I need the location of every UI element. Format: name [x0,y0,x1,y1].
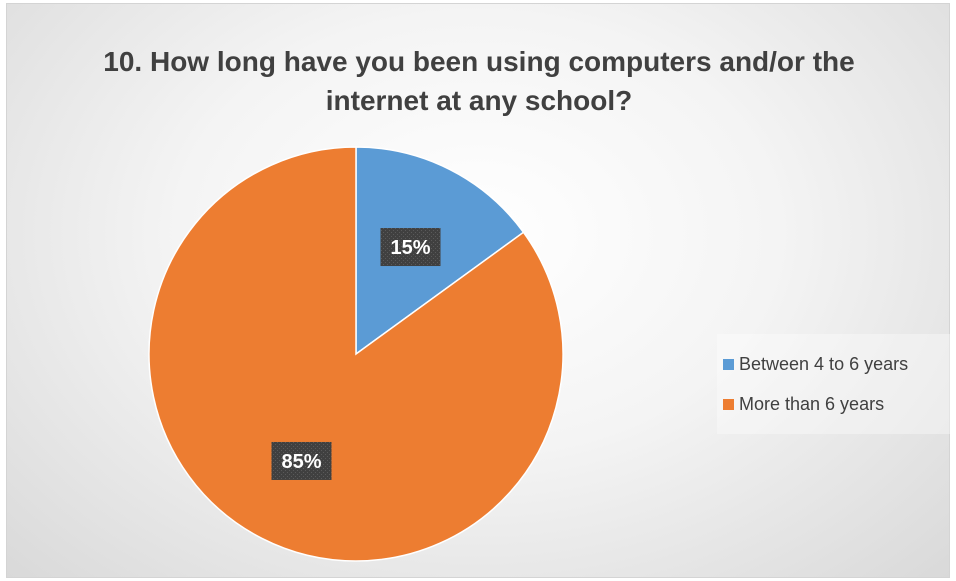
data-label-1: 85% [271,441,332,480]
data-label-0: 15% [380,228,441,267]
data-label-box-1 [271,441,332,480]
data-label-text-1: 85% [281,451,321,473]
data-label-text-0: 15% [390,237,430,259]
legend-swatch-0 [723,358,734,370]
legend-label-1: More than 6 years [739,393,885,414]
legend-label-0: Between 4 to 6 years [739,353,909,374]
pie-plot: 15% 85% [148,146,564,562]
legend-item-0: Between 4 to 6 years [723,344,950,384]
chart-title: 10. How long have you been using compute… [103,46,855,116]
pie-slice-1 [148,146,564,562]
legend: Between 4 to 6 years More than 6 years [717,334,950,434]
data-label-box-0 [380,228,441,267]
chart-area: 10. How long have you been using compute… [6,3,950,578]
legend-swatch-1 [723,398,734,410]
legend-item-1: More than 6 years [723,384,950,424]
